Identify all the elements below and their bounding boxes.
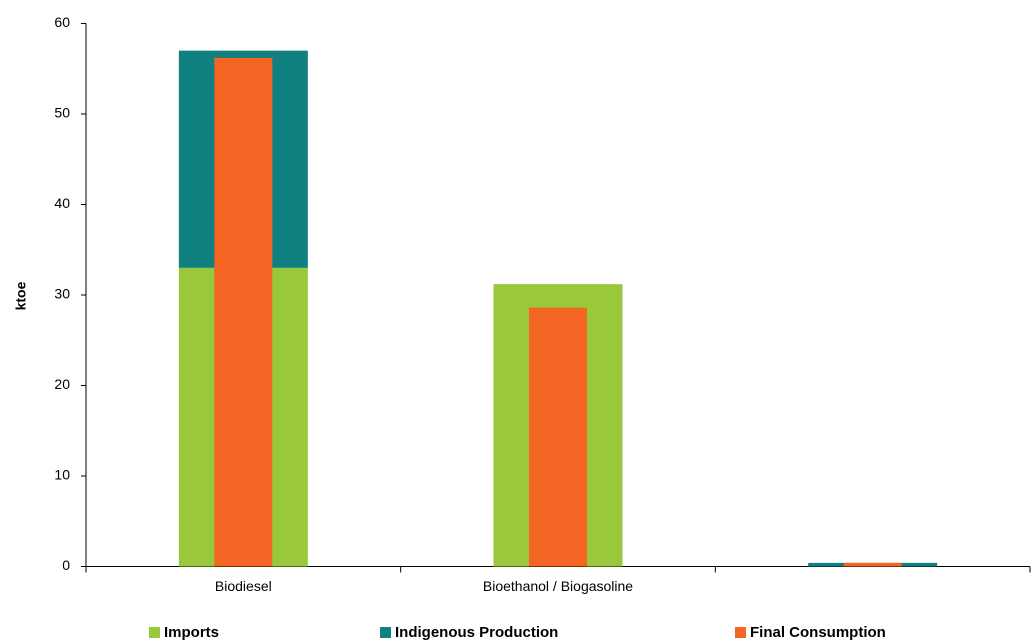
- y-tick-label: 10: [54, 467, 70, 483]
- bar-final-consumption: [214, 57, 273, 567]
- y-axis: 0 10 20 30 40 50 60: [54, 14, 87, 573]
- y-tick-label: 30: [54, 286, 70, 302]
- y-axis-title: ktoe: [13, 281, 29, 310]
- legend: Imports Indigenous Production Final Consum…: [0, 624, 1035, 644]
- legend-swatch: [380, 627, 391, 638]
- legend-label: Final Consumption: [750, 624, 886, 641]
- bar-final-consumption: [529, 307, 587, 567]
- legend-swatch: [149, 627, 160, 638]
- y-tick-label: 40: [54, 195, 70, 211]
- x-tick-label: Biodiesel: [215, 578, 272, 594]
- legend-item-imports: Imports: [149, 624, 219, 641]
- x-tick-label: Bioethanol / Biogasoline: [483, 578, 633, 594]
- x-axis: Biodiesel Bioethanol / Biogasoline: [85, 566, 1031, 594]
- legend-label: Imports: [164, 624, 220, 641]
- bar-final-consumption: [843, 562, 902, 567]
- legend-label: Indigenous Production: [395, 624, 559, 641]
- bars: [178, 50, 938, 567]
- y-tick-label: 50: [54, 105, 70, 121]
- legend-item-indigenous-production: Indigenous Production: [380, 624, 558, 641]
- y-tick-label: 60: [54, 14, 70, 30]
- y-tick-label: 0: [62, 557, 70, 573]
- bar-chart: 0 10 20 30 40 50 60 Biodiesel Bioethanol / Biog…: [13, 14, 1031, 594]
- legend-swatch: [735, 627, 746, 638]
- y-tick-label: 20: [54, 376, 70, 392]
- legend-item-final-consumption: Final Consumption: [735, 624, 886, 641]
